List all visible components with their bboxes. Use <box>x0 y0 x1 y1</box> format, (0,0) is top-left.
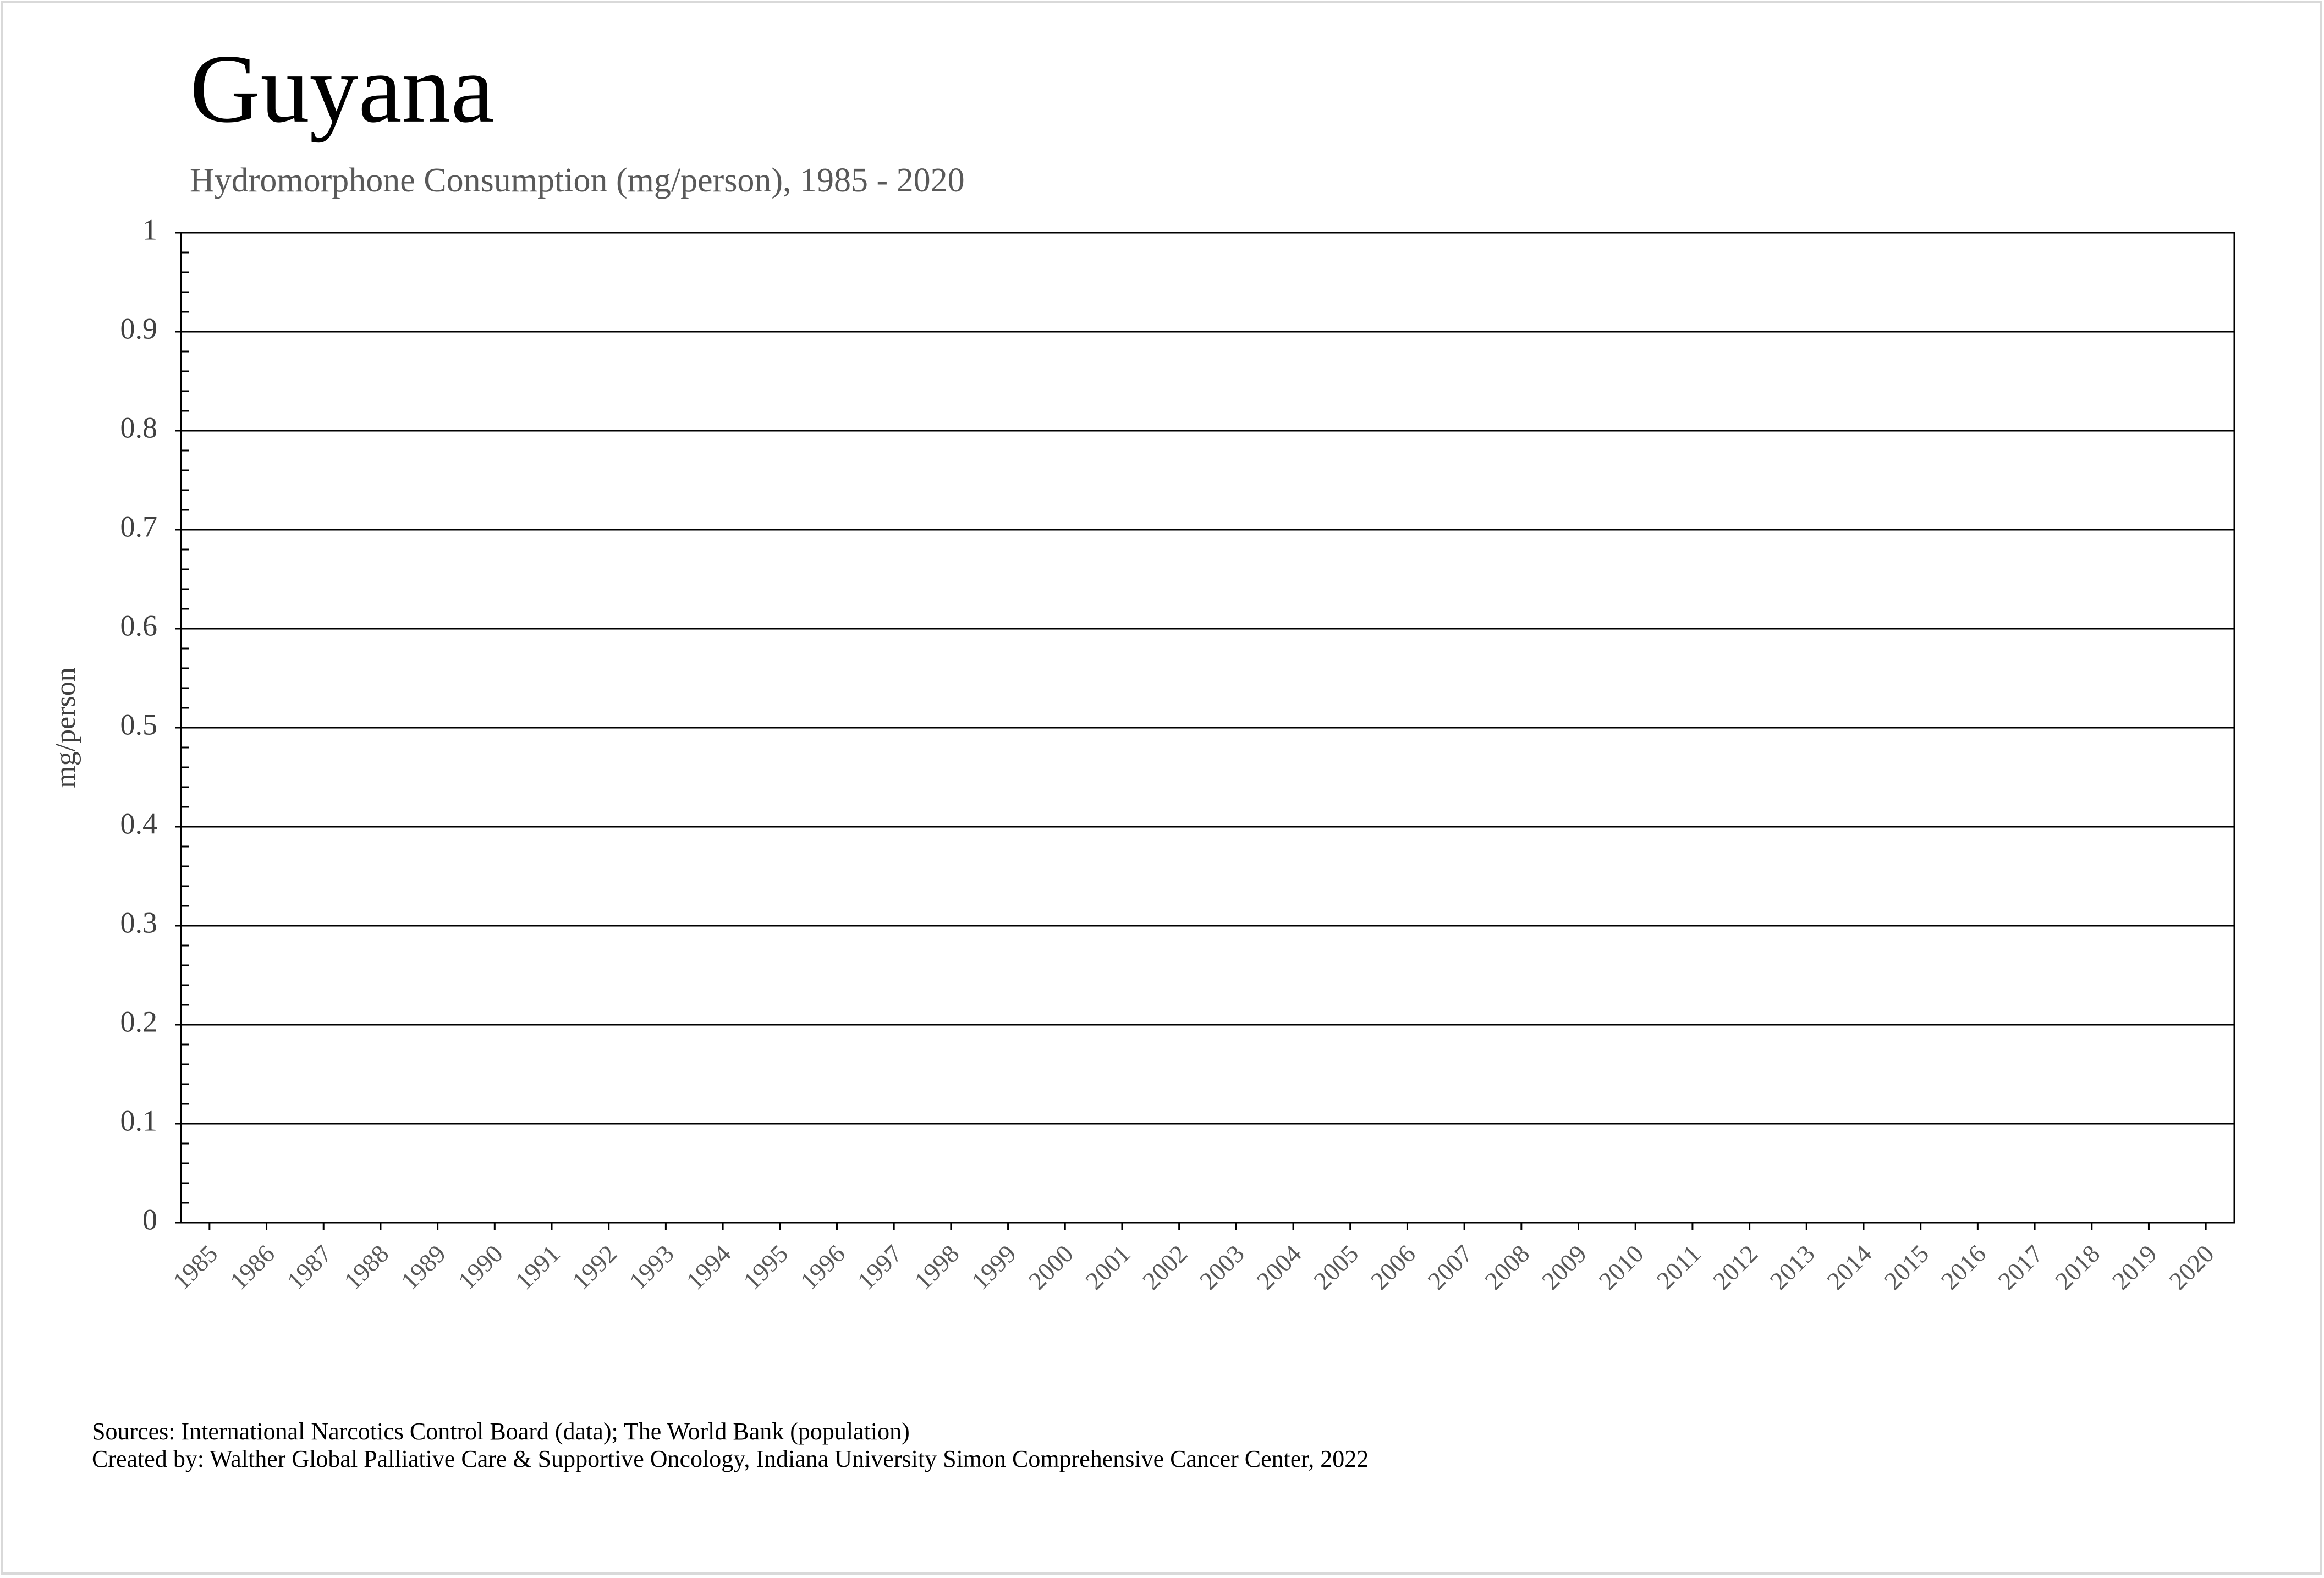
y-tick-label: 0.8 <box>120 411 158 444</box>
y-tick-label: 0.4 <box>120 807 158 840</box>
chart-title: Guyana <box>190 34 495 143</box>
plot-frame <box>180 232 2235 1224</box>
y-tick-label: 1 <box>142 213 157 246</box>
y-tick-label: 0.6 <box>120 609 158 642</box>
y-tick-label: 0.3 <box>120 906 158 939</box>
chart-subtitle: Hydromorphone Consumption (mg/person), 1… <box>190 162 965 199</box>
y-tick-label: 0.9 <box>120 312 158 345</box>
y-tick-label: 0.7 <box>120 510 158 543</box>
y-tick-label: 0.2 <box>120 1005 158 1038</box>
y-axis-label: mg/person <box>50 667 81 788</box>
y-tick-label: 0 <box>142 1203 157 1236</box>
y-tick-label: 0.5 <box>120 708 158 741</box>
y-tick-label: 0.1 <box>120 1104 158 1137</box>
credit-note: Created by: Walther Global Palliative Ca… <box>92 1445 1369 1472</box>
source-note: Sources: International Narcotics Control… <box>92 1418 910 1445</box>
